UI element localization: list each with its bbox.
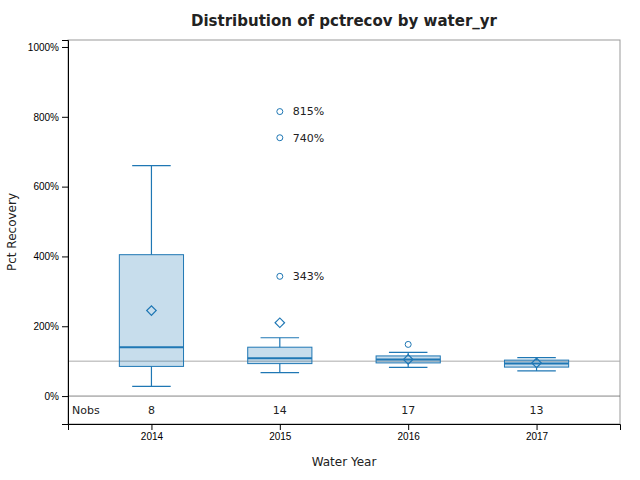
y-tick: 600% [33, 181, 68, 192]
box-group [119, 166, 183, 387]
x-tick: 2016 [398, 424, 421, 442]
annotations: 343% 740% 815% Nobs 8 14 17 13 [72, 105, 544, 416]
y-tick-label: 200% [33, 321, 59, 332]
y-tick-label: 400% [33, 251, 59, 262]
y-tick-mark [62, 117, 68, 118]
box-group [504, 358, 568, 371]
nobs-separator [68, 396, 620, 397]
mean-marker [275, 318, 284, 327]
title: Distribution of pctrecov by water_yr [191, 12, 498, 30]
x-tick: 2017 [526, 424, 549, 442]
median [248, 357, 312, 359]
plot-frame [68, 40, 620, 424]
whisker-cap [389, 352, 428, 353]
y-tick-label: 800% [33, 112, 59, 123]
x-tick: 2014 [141, 424, 164, 442]
x-tick-label: 2017 [526, 431, 549, 442]
nobs-label: Nobs [72, 404, 100, 417]
y-tick: 0% [45, 391, 68, 402]
y-tick-mark [62, 187, 68, 188]
x-tick-label: 2014 [141, 431, 164, 442]
mean-marker [147, 306, 156, 315]
x-tick-mark [151, 424, 152, 430]
whisker [151, 366, 152, 386]
y-tick-label: 1000% [28, 42, 59, 53]
y-tick-mark [62, 396, 68, 397]
y-tick: 400% [33, 251, 68, 262]
whisker-cap [261, 337, 300, 338]
x-tick-label: 2015 [269, 431, 292, 442]
outlier-label: 740% [293, 132, 324, 145]
y-axis-line [62, 41, 69, 425]
y-tick-mark [62, 256, 68, 257]
outlier [405, 341, 411, 347]
box [376, 356, 440, 363]
y-axis: 0% 200% 400% 600% 800% 1000% [28, 41, 69, 425]
whisker [279, 338, 280, 347]
outlier [277, 273, 283, 279]
y-tick-mark [62, 326, 68, 327]
whisker-cap [132, 386, 171, 387]
nobs-value: 13 [530, 404, 544, 417]
mean-marker [403, 355, 412, 364]
whisker-cap [389, 367, 428, 368]
box [504, 360, 568, 367]
y-tick-mark [62, 47, 68, 48]
outlier [277, 109, 283, 115]
whisker-cap [132, 165, 171, 166]
box-group [248, 109, 312, 373]
median [376, 358, 440, 360]
y-tick: 200% [33, 321, 68, 332]
y-axis-title: Pct Recovery [5, 193, 19, 271]
x-tick-mark [537, 424, 538, 430]
y-tick-label: 600% [33, 181, 59, 192]
outlier-label: 343% [293, 270, 324, 283]
whisker [151, 166, 152, 255]
chart: 343% 740% 815% Nobs 8 14 17 13 0% 200% 400% 600% 800… [0, 0, 640, 480]
y-tick-label: 0% [45, 391, 60, 402]
x-tick: 2015 [269, 424, 292, 442]
y-tick: 1000% [28, 42, 68, 53]
mean-marker [532, 358, 541, 367]
marks [68, 109, 620, 397]
median [119, 346, 183, 348]
box [248, 347, 312, 363]
nobs-value: 8 [148, 404, 155, 417]
x-axis-title: Water Year [312, 455, 377, 469]
whisker-cap [517, 370, 556, 371]
nobs-value: 14 [273, 404, 287, 417]
x-axis-line [69, 425, 621, 431]
x-tick-label: 2016 [398, 431, 421, 442]
box [119, 255, 183, 367]
x-tick-mark [280, 424, 281, 430]
outlier [277, 135, 283, 141]
outlier-label: 815% [293, 105, 324, 118]
nobs-value: 17 [401, 404, 415, 417]
x-axis: 2014 2015 2016 2017 [69, 424, 621, 442]
whisker-cap [261, 372, 300, 373]
median [504, 363, 568, 365]
box-group [376, 341, 440, 367]
whisker [279, 364, 280, 373]
y-tick: 800% [33, 112, 68, 123]
x-tick-mark [408, 424, 409, 430]
